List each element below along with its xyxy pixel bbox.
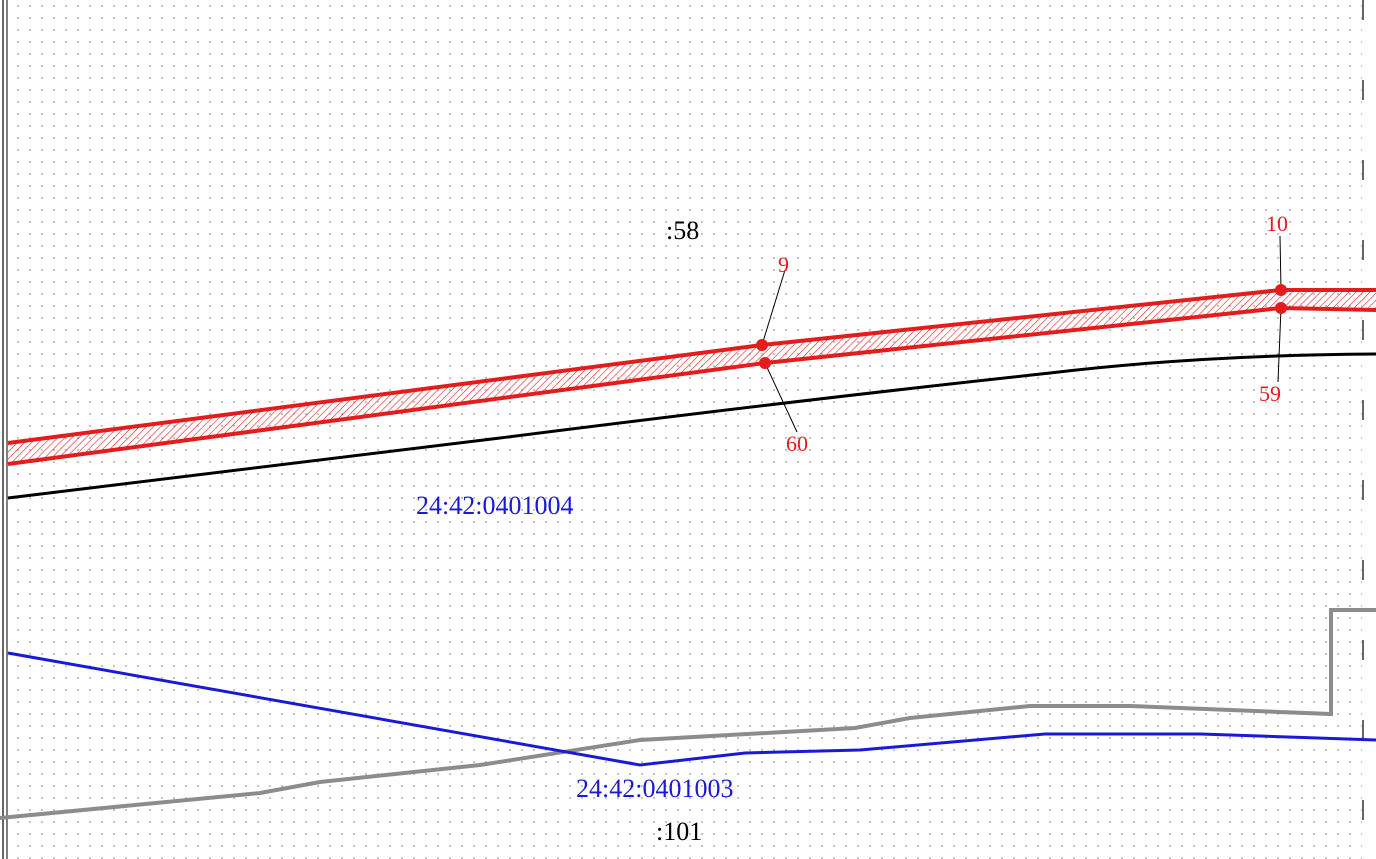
vertex-point-60[interactable] — [759, 357, 771, 369]
point-label-9: 9 — [778, 252, 789, 277]
leader-line-10 — [1279, 235, 1282, 291]
quarter-label-south: 24:42:0401003 — [576, 774, 733, 803]
parcel-boundary-line[interactable] — [7, 352, 1376, 500]
zone-lower-boundary[interactable] — [7, 305, 1376, 466]
leader-line-59 — [1277, 307, 1282, 383]
point-label-60: 60 — [786, 431, 808, 456]
point-label-59: 59 — [1259, 381, 1281, 406]
parcel-label-101: :101 — [656, 817, 702, 846]
leader-line-9 — [761, 269, 786, 346]
parcel-label-58: :58 — [666, 216, 699, 245]
vertex-point-9[interactable] — [756, 339, 768, 351]
leader-line-60 — [764, 362, 798, 433]
quarter-label-north: 24:42:0401004 — [416, 491, 573, 520]
vertex-point-10[interactable] — [1275, 284, 1287, 296]
zone-upper-boundary[interactable] — [7, 288, 1376, 445]
quarter-boundary-line[interactable] — [7, 651, 1376, 767]
point-label-10: 10 — [1266, 211, 1288, 236]
vertex-point-59[interactable] — [1275, 302, 1287, 314]
other-boundary-line[interactable] — [0, 608, 1376, 820]
